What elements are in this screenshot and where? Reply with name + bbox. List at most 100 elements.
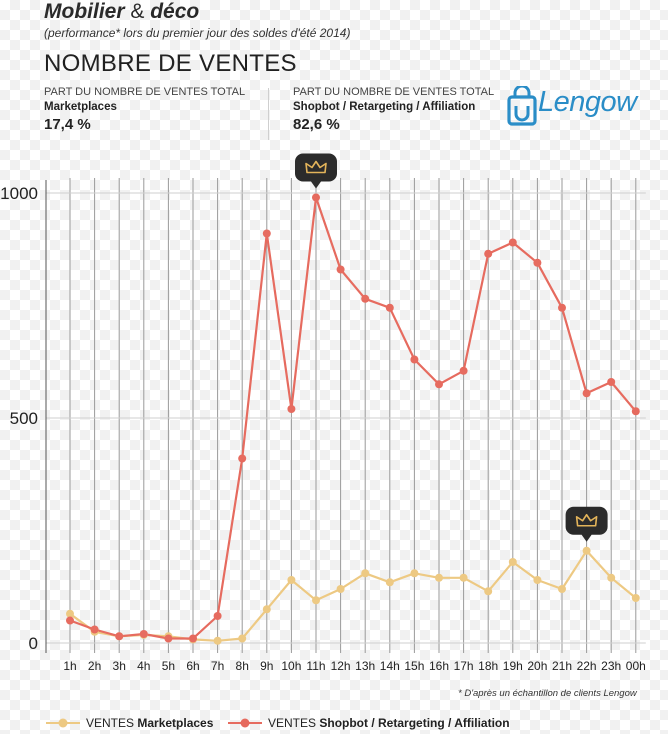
x-tick-label: 4h: [137, 659, 150, 673]
data-point: [484, 249, 493, 258]
data-point: [533, 576, 542, 584]
data-point: [238, 634, 247, 643]
y-tick-label: 1000: [0, 184, 38, 203]
legend-swatch: [228, 718, 262, 728]
legend-item-shopbot: VENTES Shopbot / Retargeting / Affiliati…: [228, 716, 510, 730]
data-point: [66, 616, 74, 625]
data-point: [238, 454, 247, 463]
x-tick-label: 20h: [527, 659, 547, 673]
data-point: [213, 636, 222, 645]
x-tick-label: 3h: [113, 659, 126, 673]
x-tick-label: 1h: [63, 659, 76, 673]
data-point: [558, 585, 566, 593]
stat-label: PART DU NOMBRE DE VENTES TOTAL: [44, 86, 246, 98]
legend-prefix: VENTES: [268, 716, 317, 730]
data-point: [385, 578, 394, 587]
series-line: [69, 549, 637, 642]
data-point: [631, 407, 640, 416]
stat-name: Marketplaces: [44, 101, 117, 113]
x-tick-label: 7h: [211, 659, 224, 673]
data-point: [287, 405, 296, 413]
x-tick-label: 15h: [404, 659, 424, 673]
stat-value: 82,6 %: [293, 116, 340, 133]
crown-shape: [575, 513, 598, 527]
stat-divider: [268, 88, 269, 140]
data-point: [459, 366, 468, 375]
data-point: [336, 265, 345, 274]
legend-label: Marketplaces: [137, 716, 214, 730]
data-point: [385, 303, 394, 312]
data-point: [361, 569, 370, 578]
data-point: [287, 576, 296, 584]
stat-name: Shopbot / Retargeting / Affiliation: [293, 101, 476, 113]
series-line: [69, 196, 637, 640]
x-tick-label: 13h: [355, 659, 375, 673]
legend-item-marketplaces: VENTES Marketplaces: [46, 716, 213, 730]
data-point: [189, 634, 197, 643]
data-point: [631, 594, 640, 602]
footnote: * D'après un échantillon de clients Leng…: [458, 688, 637, 699]
crown-shape: [305, 160, 327, 174]
lengow-logo: Lengow: [504, 84, 644, 128]
data-point: [508, 238, 517, 247]
y-tick-label: 0: [29, 634, 38, 653]
x-tick-label: 19h: [503, 659, 523, 673]
x-tick-label: 14h: [380, 659, 400, 673]
data-point: [361, 294, 370, 303]
data-point: [607, 378, 616, 386]
x-tick-label: 00h: [626, 659, 646, 673]
data-point: [508, 558, 517, 566]
legend-label: Shopbot / Retargeting / Affiliation: [319, 716, 510, 730]
data-point: [533, 258, 542, 267]
stat-marketplaces: PART DU NOMBRE DE VENTES TOTAL Marketpla…: [44, 86, 245, 133]
sales-line-chart: 1h 2h 3h 4h 5h 6h 7h 8h 9h 10h 11h 12h 13h 14h 15h 16h 1…: [0, 153, 646, 673]
x-tick-label: 22h: [577, 659, 597, 673]
x-tick-label: 12h: [331, 659, 351, 673]
data-point: [607, 573, 616, 582]
x-tick-label: 10h: [281, 659, 301, 673]
legend-prefix: VENTES: [86, 716, 135, 730]
callout-bubble: [565, 506, 608, 542]
data-point: [115, 632, 124, 641]
x-tick-label: 2h: [88, 659, 101, 673]
data-point: [66, 609, 74, 618]
data-point: [435, 380, 443, 389]
y-tick-label: 500: [10, 409, 38, 428]
data-point: [435, 573, 443, 582]
data-point: [558, 303, 566, 312]
x-tick-label: 9h: [260, 659, 273, 673]
callout-bubble: [295, 153, 337, 189]
x-tick-label: 18h: [478, 659, 498, 673]
page-title: Mobilier & déco: [44, 0, 200, 23]
x-tick-label: 11h: [306, 659, 325, 673]
data-point: [164, 634, 173, 643]
crown-icon: [565, 506, 608, 542]
data-point: [459, 573, 468, 582]
shopping-bag-icon: [507, 86, 537, 126]
stat-shopbot: PART DU NOMBRE DE VENTES TOTAL Shopbot /…: [293, 86, 494, 133]
data-point: [582, 389, 591, 398]
x-tick-label: 21h: [552, 659, 572, 673]
data-point: [410, 569, 419, 578]
data-point: [336, 585, 345, 593]
data-point: [312, 596, 320, 605]
chart-heading: NOMBRE DE VENTES: [44, 50, 297, 77]
data-point: [484, 587, 493, 596]
x-tick-label: 17h: [454, 659, 474, 673]
data-point: [139, 630, 148, 638]
logo-text: Lengow: [538, 86, 637, 118]
page-subtitle: (performance* lors du premier jour des s…: [44, 26, 351, 40]
data-point: [582, 546, 591, 555]
x-tick-label: 5h: [162, 659, 175, 673]
x-tick-label: 23h: [601, 659, 621, 673]
stat-value: 17,4 %: [44, 116, 91, 133]
x-tick-label: 16h: [429, 659, 449, 673]
data-point: [410, 355, 419, 364]
data-point: [262, 229, 271, 238]
data-point: [90, 625, 99, 634]
x-tick-label: 6h: [186, 659, 199, 673]
data-point: [262, 605, 271, 614]
legend-swatch: [46, 718, 80, 728]
crown-icon: [295, 153, 337, 189]
